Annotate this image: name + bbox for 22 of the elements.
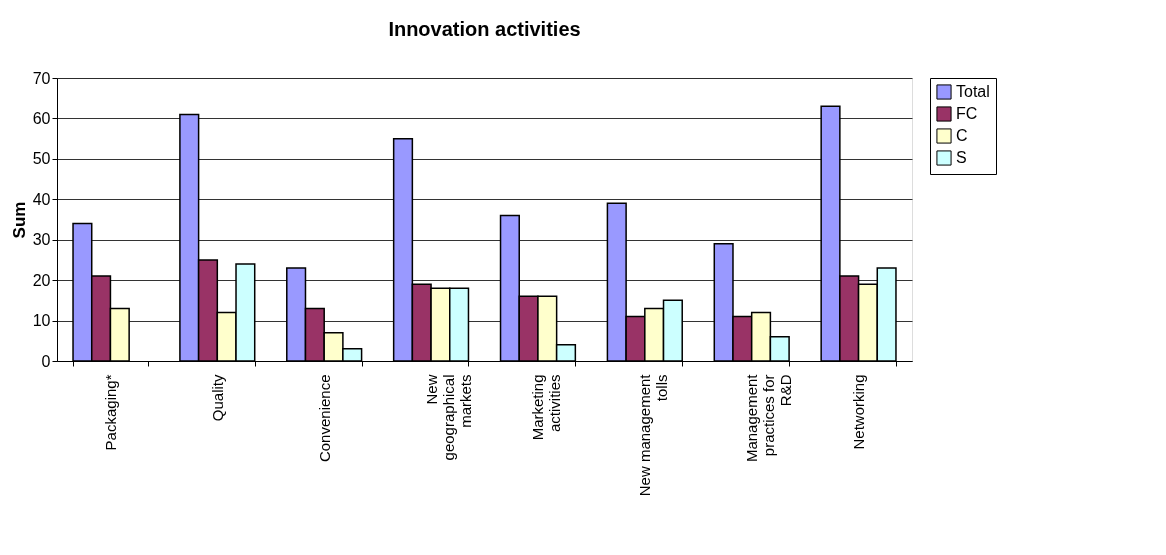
y-tick-label: 50: [32, 150, 51, 168]
x-tick-label: Management practices for R&D: [743, 373, 795, 463]
x-tick-label: Convenience: [315, 374, 333, 463]
y-axis-title: Sum: [9, 201, 29, 239]
y-tick-label: 40: [32, 190, 51, 208]
y-tick-label: 70: [32, 69, 51, 87]
x-tick-label: Packaging*: [101, 374, 119, 451]
legend-label: C: [956, 127, 968, 144]
legend-label: Total: [956, 83, 990, 100]
y-tick-label: 20: [32, 271, 51, 289]
x-tick-label: New geographical markets: [422, 374, 474, 461]
chart-title: Innovation activities: [388, 18, 581, 40]
x-tick-label: Quality: [208, 374, 226, 422]
y-tick-label: 60: [32, 109, 51, 127]
y-tick-label: 0: [41, 352, 51, 370]
legend-label: S: [956, 149, 967, 166]
y-tick-label: 10: [32, 312, 51, 330]
legend-label: FC: [956, 105, 978, 122]
x-tick-label: New management tolls: [636, 373, 671, 497]
y-tick-label: 30: [32, 231, 51, 249]
x-tick-label: Marketing activities: [529, 374, 564, 441]
x-tick-label: Networking: [850, 374, 868, 450]
